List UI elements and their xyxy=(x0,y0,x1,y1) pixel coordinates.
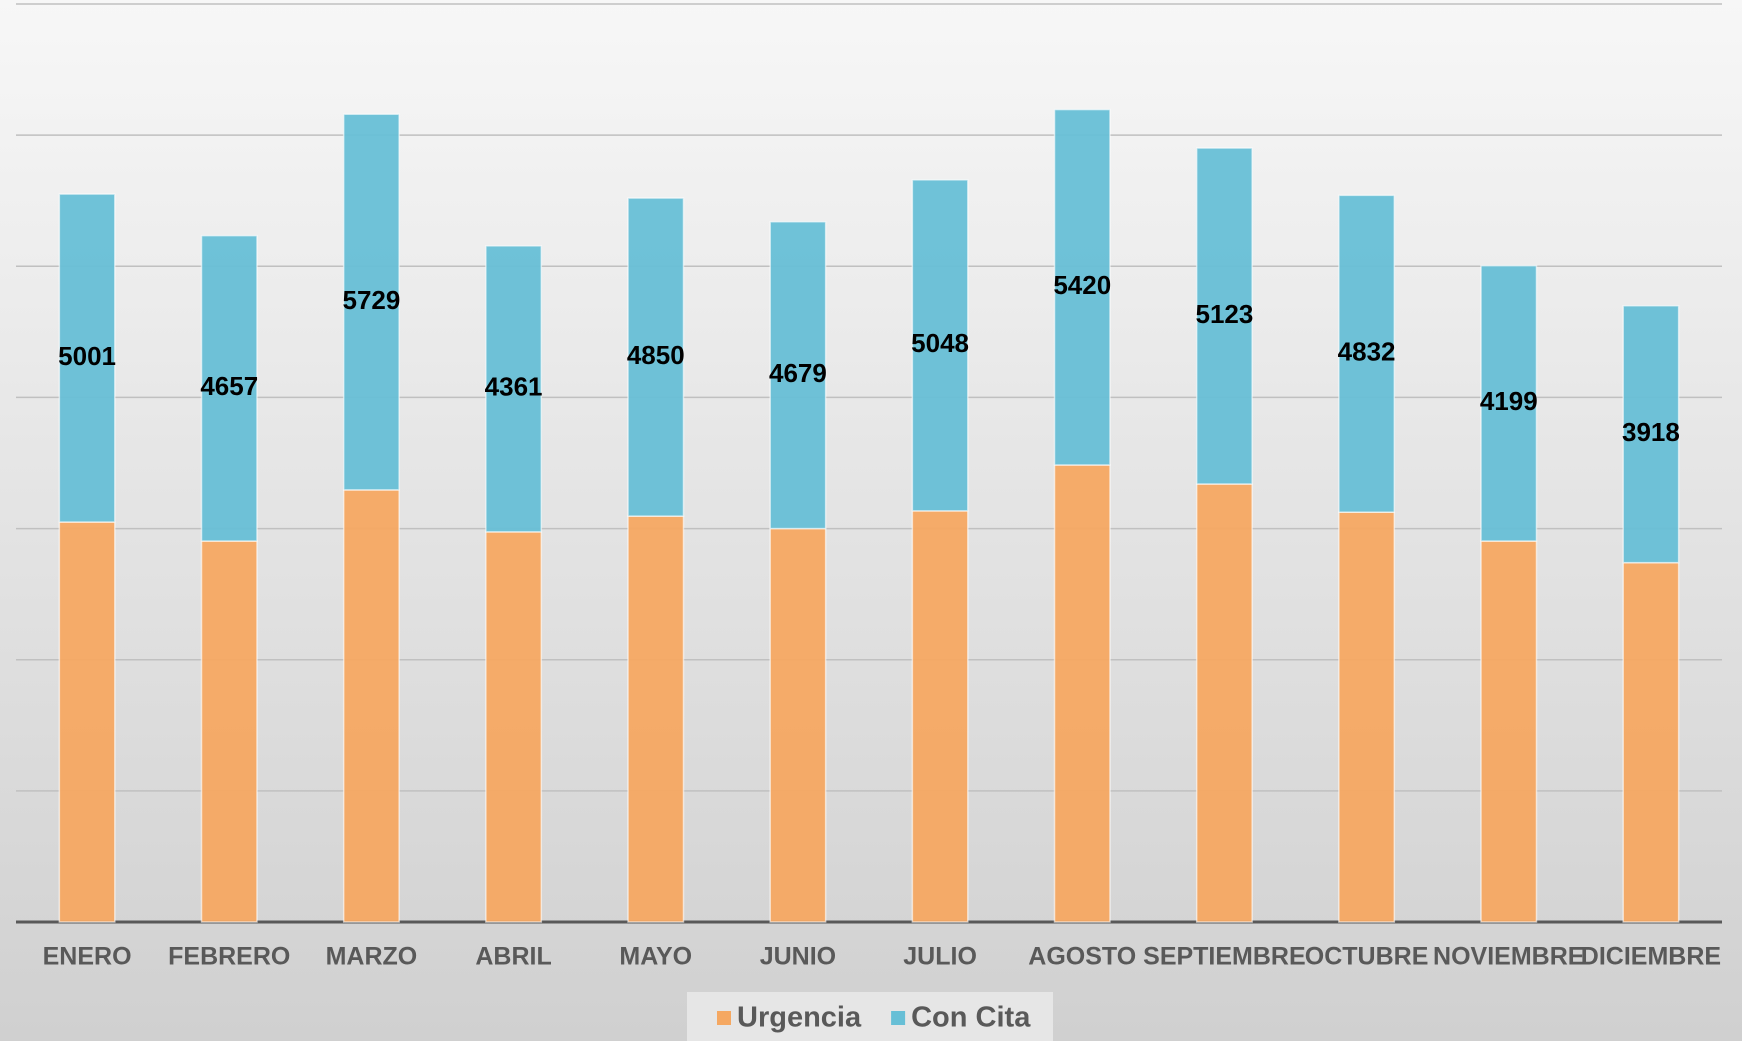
x-tick-label: OCTUBRE xyxy=(1305,943,1429,971)
bar-segment xyxy=(58,193,116,523)
legend-box xyxy=(687,992,1053,1041)
x-tick-label: ABRIL xyxy=(475,943,551,971)
legend-swatch xyxy=(891,1011,906,1025)
legend-swatch xyxy=(717,1011,731,1025)
legend-label: Urgencia xyxy=(737,1002,862,1034)
x-tick-label: MAYO xyxy=(619,943,692,971)
x-tick-label: MARZO xyxy=(326,943,418,971)
bar-segment xyxy=(1338,194,1396,513)
bar-segment xyxy=(911,510,969,923)
bar-segment xyxy=(911,179,969,512)
data-label: 4199 xyxy=(1480,386,1538,416)
data-label: 4657 xyxy=(200,371,258,401)
data-label: 3918 xyxy=(1622,417,1680,447)
x-tick-label: DICIEMBRE xyxy=(1581,943,1721,971)
data-label: 5048 xyxy=(911,328,969,358)
bar-segment xyxy=(1622,561,1680,923)
bar-segment xyxy=(627,197,685,517)
grid xyxy=(16,3,1722,924)
data-label: 4679 xyxy=(769,358,827,388)
legend-label: Con Cita xyxy=(911,1002,1031,1034)
bar-segment xyxy=(627,515,685,923)
bar-segment xyxy=(1195,483,1253,923)
legend: Urgencia Con Cita xyxy=(687,992,1053,1041)
bar-segment xyxy=(1053,464,1111,923)
data-label: 5729 xyxy=(342,285,400,315)
bar-segment xyxy=(485,531,543,923)
bar-segment xyxy=(1480,264,1538,542)
bar-segment xyxy=(1338,511,1396,923)
data-label: 5420 xyxy=(1053,270,1111,300)
bar-segment xyxy=(58,521,116,923)
data-label: 5001 xyxy=(58,341,116,371)
data-label: 5123 xyxy=(1195,299,1253,329)
x-tick-label: JUNIO xyxy=(760,943,836,971)
x-tick-label: ENERO xyxy=(43,943,132,971)
bar-segment xyxy=(200,540,258,923)
bar-segment xyxy=(342,113,400,491)
bar-segment xyxy=(769,527,827,923)
bar-segment xyxy=(200,234,258,542)
bar-segment xyxy=(1480,540,1538,923)
bar-segment xyxy=(1195,147,1253,485)
data-label: 4832 xyxy=(1338,337,1396,367)
bar-segment xyxy=(1622,305,1680,564)
x-tick-label: JULIO xyxy=(903,943,977,971)
x-tick-label: FEBRERO xyxy=(168,943,290,971)
bar-segment xyxy=(342,489,400,923)
data-label: 4361 xyxy=(485,372,543,402)
data-label: 4850 xyxy=(627,340,685,370)
bar-segment xyxy=(1053,108,1111,466)
x-tick-label: NOVIEMBRE xyxy=(1433,943,1584,971)
x-tick-label: SEPTIEMBRE xyxy=(1143,943,1306,971)
bar-segment xyxy=(485,245,543,533)
bar-segment xyxy=(769,221,827,530)
x-tick-label: AGOSTO xyxy=(1028,943,1136,971)
